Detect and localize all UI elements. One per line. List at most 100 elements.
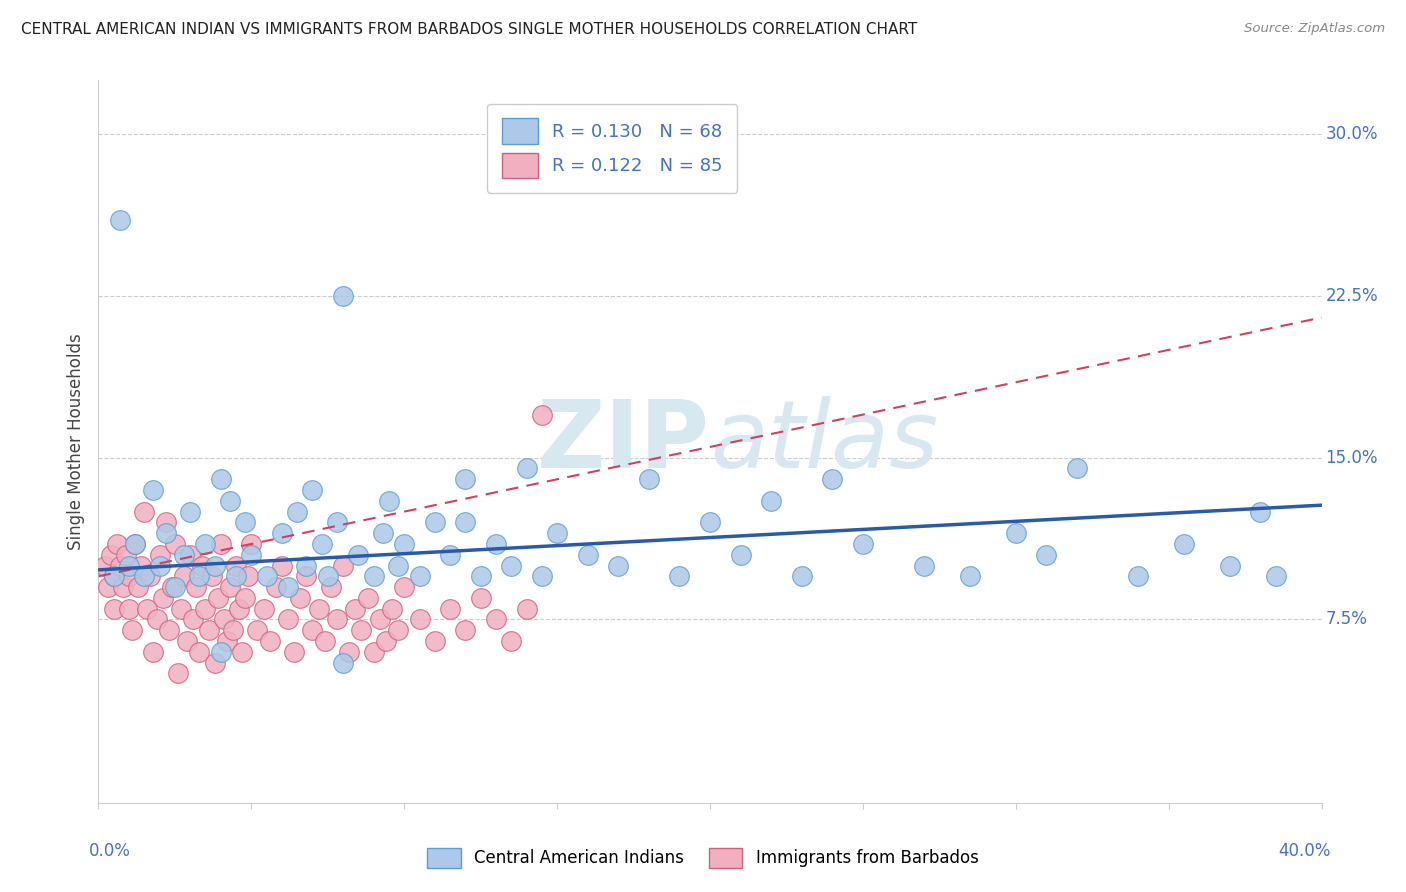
Point [1249, 505, 1271, 519]
Point [103, 569, 125, 583]
Point [173, 548, 195, 562]
Point [290, 591, 312, 605]
Point [516, 461, 538, 475]
Point [163, 580, 186, 594]
Point [637, 472, 661, 486]
Text: 40.0%: 40.0% [1278, 842, 1331, 860]
Point [181, 612, 204, 626]
Point [105, 537, 128, 551]
Point [228, 601, 250, 615]
Point [97, 580, 120, 594]
Point [319, 580, 342, 594]
Point [170, 601, 193, 615]
Point [240, 537, 263, 551]
Point [1066, 461, 1088, 475]
Point [207, 591, 229, 605]
Point [155, 526, 177, 541]
Point [277, 612, 299, 626]
Point [167, 666, 190, 681]
Point [145, 612, 167, 626]
Point [240, 548, 263, 562]
Point [485, 537, 508, 551]
Text: atlas: atlas [710, 396, 938, 487]
Text: CENTRAL AMERICAN INDIAN VS IMMIGRANTS FROM BARBADOS SINGLE MOTHER HOUSEHOLDS COR: CENTRAL AMERICAN INDIAN VS IMMIGRANTS FR… [21, 22, 917, 37]
Point [191, 558, 214, 573]
Point [215, 634, 238, 648]
Point [454, 516, 477, 530]
Point [332, 558, 354, 573]
Point [1128, 569, 1150, 583]
Point [277, 580, 299, 594]
Point [1219, 558, 1241, 573]
Point [197, 624, 219, 638]
Point [212, 612, 235, 626]
Text: 0.0%: 0.0% [89, 842, 131, 860]
Point [699, 516, 721, 530]
Point [378, 493, 401, 508]
Point [155, 516, 177, 530]
Point [470, 591, 492, 605]
Point [301, 483, 323, 497]
Point [115, 548, 138, 562]
Point [332, 656, 354, 670]
Point [179, 548, 201, 562]
Point [423, 634, 446, 648]
Point [121, 624, 143, 638]
Point [163, 537, 186, 551]
Point [103, 569, 125, 583]
Point [295, 569, 318, 583]
Point [222, 624, 245, 638]
Point [326, 612, 349, 626]
Point [371, 526, 394, 541]
Text: 22.5%: 22.5% [1326, 287, 1378, 305]
Point [326, 516, 349, 530]
Point [295, 558, 318, 573]
Point [204, 656, 226, 670]
Point [516, 601, 538, 615]
Point [209, 537, 232, 551]
Point [392, 580, 416, 594]
Point [233, 516, 256, 530]
Point [454, 624, 477, 638]
Point [108, 558, 131, 573]
Text: Source: ZipAtlas.com: Source: ZipAtlas.com [1244, 22, 1385, 36]
Point [209, 645, 232, 659]
Point [959, 569, 981, 583]
Point [118, 569, 141, 583]
Point [124, 537, 146, 551]
Text: ZIP: ZIP [537, 395, 710, 488]
Point [152, 591, 174, 605]
Point [392, 537, 416, 551]
Point [219, 493, 242, 508]
Point [344, 601, 367, 615]
Point [264, 580, 287, 594]
Point [311, 537, 333, 551]
Text: 30.0%: 30.0% [1326, 125, 1378, 144]
Point [485, 612, 508, 626]
Point [470, 569, 492, 583]
Point [790, 569, 813, 583]
Legend: R = 0.130   N = 68, R = 0.122   N = 85: R = 0.130 N = 68, R = 0.122 N = 85 [488, 103, 737, 193]
Point [225, 558, 247, 573]
Point [423, 516, 446, 530]
Point [821, 472, 844, 486]
Point [337, 645, 360, 659]
Point [1004, 526, 1026, 541]
Point [283, 645, 305, 659]
Point [188, 569, 211, 583]
Point [93, 558, 115, 573]
Point [316, 569, 339, 583]
Point [142, 483, 165, 497]
Point [530, 408, 553, 422]
Point [350, 624, 373, 638]
Point [308, 601, 330, 615]
Point [387, 558, 409, 573]
Point [173, 569, 195, 583]
Point [194, 601, 217, 615]
Point [347, 548, 370, 562]
Point [454, 472, 477, 486]
Point [408, 569, 430, 583]
Point [368, 612, 391, 626]
Point [1035, 548, 1057, 562]
Point [108, 213, 131, 227]
